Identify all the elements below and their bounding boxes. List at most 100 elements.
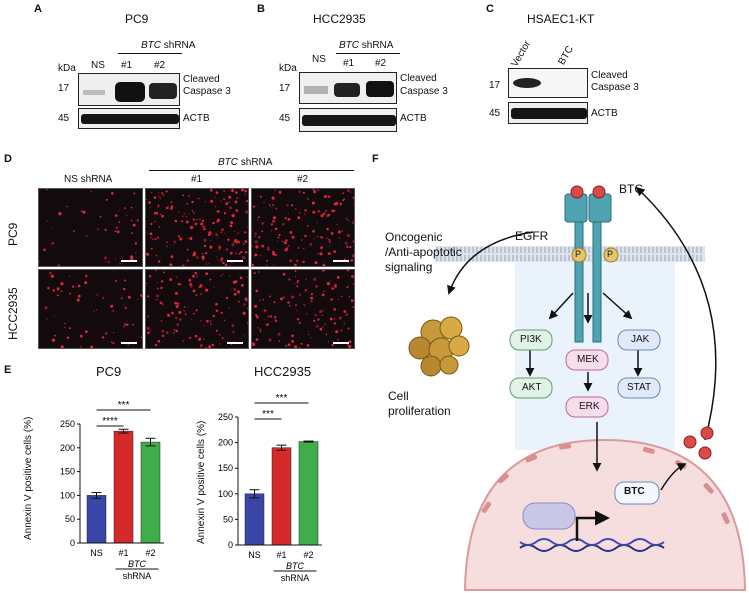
fluorescent-spot	[320, 236, 322, 238]
fluorescent-spot	[247, 322, 248, 325]
target-label: Caspase 3	[591, 82, 639, 93]
fluorescent-spot	[220, 259, 223, 263]
fluorescent-spot	[184, 313, 187, 316]
fluorescent-spot	[201, 255, 205, 259]
scale-bar	[227, 342, 243, 344]
fluorescent-spot	[204, 251, 208, 255]
fluorescent-spot	[271, 196, 275, 200]
fluorescent-spot	[284, 248, 288, 252]
fluorescent-spot	[257, 271, 260, 273]
fluorescent-spot	[245, 210, 248, 214]
fluorescent-spot	[161, 329, 165, 333]
fluorescent-spot	[220, 311, 223, 314]
fluorescent-spot	[306, 224, 309, 227]
fluorescent-spot	[309, 242, 313, 246]
fluorescent-spot	[342, 192, 344, 194]
fluorescent-spot	[274, 227, 278, 231]
fluorescent-spot	[147, 315, 150, 318]
group-label-gene: BTC	[286, 561, 305, 571]
fluorescent-spot	[327, 195, 331, 198]
fluorescent-spot	[159, 213, 162, 216]
fluorescent-spot	[231, 324, 235, 327]
fluorescent-spot	[304, 213, 306, 215]
fluorescent-spot	[310, 293, 314, 296]
fluorescent-spot	[349, 246, 352, 249]
fluorescent-spot	[317, 209, 321, 213]
fluorescent-spot	[209, 189, 213, 192]
fluorescent-spot	[217, 210, 220, 213]
fluorescent-spot	[177, 235, 180, 238]
mw-17: 17	[489, 80, 501, 91]
fluorescent-spot	[72, 285, 75, 288]
fluorescent-spot	[123, 304, 125, 306]
fluorescent-spot	[222, 273, 224, 275]
fluorescent-spot	[259, 348, 262, 349]
fluorescent-spot	[225, 248, 228, 251]
fluorescent-spot	[229, 265, 231, 266]
fluorescent-spot	[306, 313, 308, 315]
fluorescent-spot	[275, 207, 278, 210]
fluorescent-spot	[333, 317, 336, 320]
fluorescent-spot	[272, 250, 275, 254]
panel-label-f: F	[372, 153, 379, 165]
fluorescent-spot	[348, 296, 351, 298]
fluorescent-spot	[134, 242, 138, 245]
fluorescent-spot	[176, 323, 179, 326]
fluorescent-spot	[252, 246, 253, 248]
y-tick-label: 200	[60, 443, 75, 453]
fluorescent-spot	[103, 256, 107, 260]
fluorescent-spot	[220, 275, 222, 277]
fluorescent-spot	[107, 260, 110, 264]
fluorescent-spot	[127, 343, 130, 346]
fluorescent-spot	[223, 212, 227, 215]
fluorescent-spot	[312, 230, 315, 233]
fluorescent-spot	[227, 238, 230, 241]
phospho-label: P	[575, 249, 582, 259]
fluorescent-spot	[237, 232, 239, 234]
fluorescent-spot	[206, 319, 209, 323]
phospho-site	[571, 247, 587, 263]
fluorescent-spot	[136, 219, 139, 222]
fluorescent-spot	[105, 198, 108, 201]
fluorescent-spot	[215, 233, 219, 237]
fluorescent-spot	[214, 205, 217, 208]
nuclear-pores	[481, 443, 730, 525]
fluorescent-spot	[126, 214, 128, 216]
fluorescent-spot	[347, 219, 349, 221]
fluorescent-spot	[50, 227, 52, 229]
egfr-receptor	[564, 193, 612, 343]
fluorescent-spot	[304, 234, 307, 238]
fluorescent-spot	[217, 218, 220, 221]
fluorescent-spot	[72, 229, 76, 233]
fluorescent-spot	[294, 304, 298, 307]
fluorescent-spot	[228, 195, 232, 199]
fluorescent-spot	[306, 344, 310, 347]
fluorescent-spot	[307, 333, 310, 336]
fluorescent-spot	[310, 300, 313, 302]
fluorescent-spot	[190, 285, 193, 288]
fluorescent-spot	[346, 245, 349, 248]
fluorescent-spot	[347, 234, 350, 237]
fluorescent-spot	[266, 259, 268, 262]
fluorescent-spot	[193, 348, 196, 349]
signaling-label: Oncogenic	[385, 230, 443, 244]
panel-label-d: D	[4, 153, 12, 165]
fluorescent-spot	[347, 344, 349, 346]
fluorescent-spot	[181, 220, 184, 223]
fluorescent-spot	[162, 194, 165, 196]
pi3k-box	[509, 329, 553, 351]
fluorescent-spot	[150, 222, 153, 226]
fluorescent-spot	[146, 282, 148, 284]
fluorescent-spot	[334, 202, 338, 206]
fluorescent-spot	[166, 241, 168, 244]
fluorescent-spot	[337, 338, 339, 341]
fluorescent-spot	[58, 212, 62, 216]
fluorescent-spot	[224, 263, 228, 266]
fluorescent-spot	[289, 259, 292, 262]
fluorescent-spot	[281, 240, 283, 242]
fluorescent-spot	[192, 253, 196, 257]
fluorescent-spot	[64, 326, 66, 329]
fluorescent-spot	[296, 309, 298, 311]
fluorescent-spot	[132, 223, 136, 227]
fluorescent-spot	[309, 235, 311, 237]
